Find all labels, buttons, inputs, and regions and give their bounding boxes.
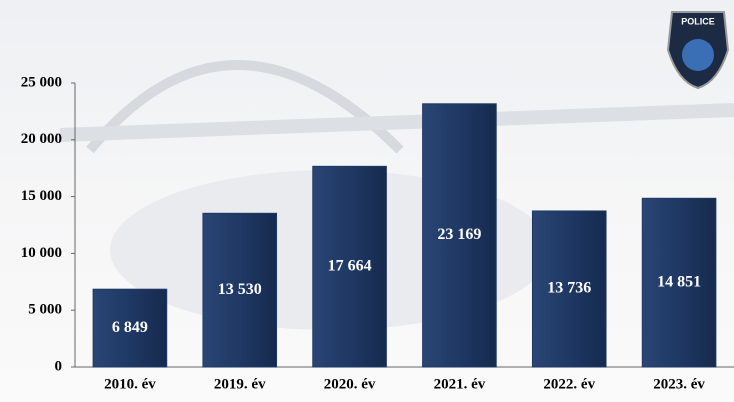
y-tick-label: 5 000 [28, 302, 62, 318]
x-tick-label: 2022. év [543, 376, 595, 392]
x-tick-label: 2020. év [324, 376, 376, 392]
x-tick-label: 2021. év [434, 376, 486, 392]
value-label: 13 736 [547, 280, 591, 297]
value-label: 13 530 [218, 281, 262, 298]
x-tick-label: 2023. év [653, 376, 705, 392]
value-label: 23 169 [437, 226, 481, 243]
y-tick-label: 25 000 [21, 74, 62, 90]
chart: POLICE 0 5 000 10 000 15 000 20 000 25 000 201… [0, 0, 734, 402]
y-tick-label: 10 000 [21, 245, 62, 261]
x-tick-label: 2010. év [104, 376, 156, 392]
y-tick-label: 0 [55, 358, 63, 374]
badge-emblem [682, 39, 714, 71]
value-label: 14 851 [657, 273, 701, 290]
y-tick-label: 15 000 [21, 188, 62, 204]
value-label: 17 664 [328, 257, 372, 274]
badge-text: POLICE [681, 16, 715, 26]
page: POLICE 0 5 000 10 000 15 000 20 000 25 000 201… [0, 0, 734, 402]
x-tick-label: 2019. év [214, 376, 266, 392]
value-label: 6 849 [112, 319, 148, 336]
y-tick-label: 20 000 [21, 131, 62, 147]
